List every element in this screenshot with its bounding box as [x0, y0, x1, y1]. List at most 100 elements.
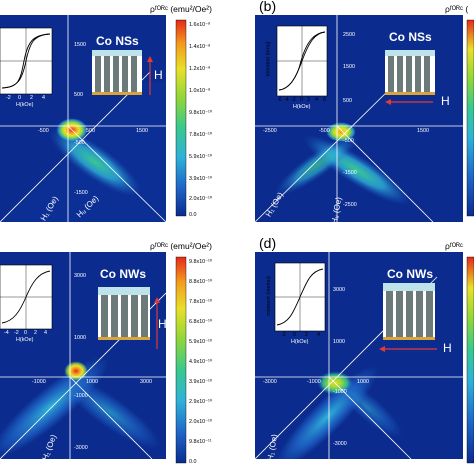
loop-tick: -4: [4, 330, 9, 336]
sample-label: Co NWs: [100, 267, 146, 281]
loop-tick: 4: [317, 332, 320, 338]
loop-tick: 6: [323, 97, 326, 103]
colorbar-tick: 5.9x10⁻¹⁰: [189, 339, 212, 345]
colorbar-tick: 2.9x10⁻¹⁰: [189, 399, 212, 405]
panel-c: ρᶠᴼᴿᶜ (emu²/Oe²) Co NWs H 9.8x10⁻¹⁰ 8.8x…: [0, 237, 237, 474]
loop-tick: 2: [305, 332, 308, 338]
nanostructure-schematic: [385, 50, 435, 95]
panel-letter: (d): [259, 237, 277, 251]
loop-tick: 4: [315, 97, 318, 103]
loop-tick: -2: [14, 330, 19, 336]
hu-tick: -1000: [74, 393, 88, 399]
panel-letter: (b): [259, 0, 277, 14]
colorbar-tick: 7.8x10⁻¹⁰: [189, 299, 212, 305]
loop-xlabel: H(kOe): [16, 337, 34, 343]
hu-tick: 2500: [343, 32, 355, 38]
colorbar-title: ρᶠᴼᴿᶜ (: [445, 4, 469, 14]
hu-tick: -1000: [333, 389, 347, 395]
hu-tick: -3000: [74, 445, 88, 451]
loop-tick: -6: [277, 97, 282, 103]
colorbar-tick: 8.8x10⁻¹⁰: [189, 279, 212, 285]
hu-tick: 3000: [333, 287, 345, 293]
hysteresis-loop: [1, 270, 51, 324]
colorbar-tick: 3.9x10⁻¹⁰: [189, 379, 212, 385]
colorbar: [175, 256, 187, 464]
forc-plot-d: [255, 252, 474, 464]
sample-label: Co NWs: [387, 267, 433, 281]
nanostructure-schematic: [383, 283, 435, 340]
loop-tick: -2: [281, 332, 286, 338]
loop-tick: 2: [30, 95, 33, 101]
hc-tick: -500: [38, 128, 49, 134]
field-label: H: [154, 68, 163, 82]
loop-tick: 0: [24, 330, 27, 336]
colorbar-title: ρᶠᴼᴿᶜ (emu²/Oe²): [150, 4, 212, 14]
hu-tick: 1500: [74, 42, 86, 48]
field-label: H: [158, 317, 167, 331]
hysteresis-loop: [276, 268, 324, 326]
colorbar-tick: 2.0x10⁻¹⁰: [189, 196, 212, 202]
hu-tick: 500: [343, 98, 352, 104]
colorbar-tick: 0.0: [189, 459, 197, 465]
hu-tick: -500: [74, 140, 85, 146]
hc-tick: -3000: [263, 379, 277, 385]
hc-tick: -500: [319, 128, 330, 134]
sample-label: Co NSs: [389, 30, 432, 44]
hc-tick: 1500: [136, 128, 148, 134]
colorbar-tick: 1.4x10⁻⁸: [189, 44, 211, 50]
hc-tick: -2500: [263, 128, 277, 134]
hu-tick: -1500: [343, 170, 357, 176]
hu-tick: 1000: [333, 339, 345, 345]
colorbar-tick: 9.8x10⁻¹⁰: [189, 110, 212, 116]
field-label: H: [441, 94, 450, 108]
colorbar-tick: 1.2x10⁻⁸: [189, 66, 211, 72]
field-label: H: [443, 341, 452, 355]
hu-tick: 3000: [74, 273, 86, 279]
colorbar-tick: 9.8x10⁻¹⁰: [189, 259, 212, 265]
nanostructure-schematic: [98, 287, 150, 340]
loop-tick: 0: [293, 332, 296, 338]
panel-d: (d) ρᶠᴼᴿᶜ Co NWs H -3000 -1000 1000 3000…: [237, 237, 474, 474]
colorbar-tick: 4.9x10⁻¹⁰: [189, 359, 212, 365]
hu-tick: -500: [343, 138, 354, 144]
loop-tick: 2: [34, 330, 37, 336]
hc-tick: 3000: [140, 379, 152, 385]
forc-peak: [64, 361, 88, 381]
hu-tick: -1500: [74, 190, 88, 196]
hc-tick: -1000: [307, 379, 321, 385]
loop-xlabel: H(kOe): [293, 104, 311, 110]
loop-tick: -2: [6, 95, 11, 101]
loop-tick: 4: [42, 95, 45, 101]
colorbar-tick: 0.0: [189, 212, 197, 218]
forc-plot-a: [0, 15, 187, 222]
colorbar-tick: 5.9x10⁻¹⁰: [189, 154, 212, 160]
hu-tick: -3000: [333, 441, 347, 447]
loop-xlabel: H(kOe): [291, 339, 309, 345]
loop-tick: 0: [18, 95, 21, 101]
colorbar-tick: 1.0x10⁻⁸: [189, 88, 211, 94]
colorbar-title: ρᶠᴼᴿᶜ (emu²/Oe²): [150, 241, 212, 251]
forc-plot-b: [255, 15, 474, 222]
colorbar-title: ρᶠᴼᴿᶜ: [445, 241, 463, 251]
loop-ylabel: moment (memu): [265, 276, 272, 316]
colorbar-tick: 7.8x10⁻¹⁰: [189, 132, 212, 138]
hc-tick: 500: [86, 128, 95, 134]
hc-tick: 1000: [86, 379, 98, 385]
loop-tick: 2: [307, 97, 310, 103]
colorbar: [466, 256, 474, 464]
loop-xlabel: H(kOe): [16, 102, 34, 108]
loop-tick: 4: [44, 330, 47, 336]
diagonal-line: [0, 71, 151, 222]
hu-tick: 1000: [74, 335, 86, 341]
colorbar-tick: 9.8x10⁻¹¹: [189, 439, 212, 445]
loop-tick: -2: [291, 97, 296, 103]
colorbar: [466, 19, 474, 217]
colorbar-tick: 2.0x10⁻¹⁰: [189, 419, 212, 425]
hc-tick: 1500: [417, 128, 429, 134]
hu-tick: 500: [74, 92, 83, 98]
panel-a: Co NSs H ρᶠᴼᴿᶜ (emu²/Oe²) 1.6x10⁻⁸ 1.4x1…: [0, 0, 237, 237]
panel-b: (b) ρᶠᴼᴿᶜ ( Co NSs H -2500 -500 1500 250…: [237, 0, 474, 237]
colorbar-tick: 3.9x10⁻¹⁰: [189, 176, 212, 182]
hc-tick: -1000: [32, 379, 46, 385]
hc-tick: 1000: [357, 379, 369, 385]
